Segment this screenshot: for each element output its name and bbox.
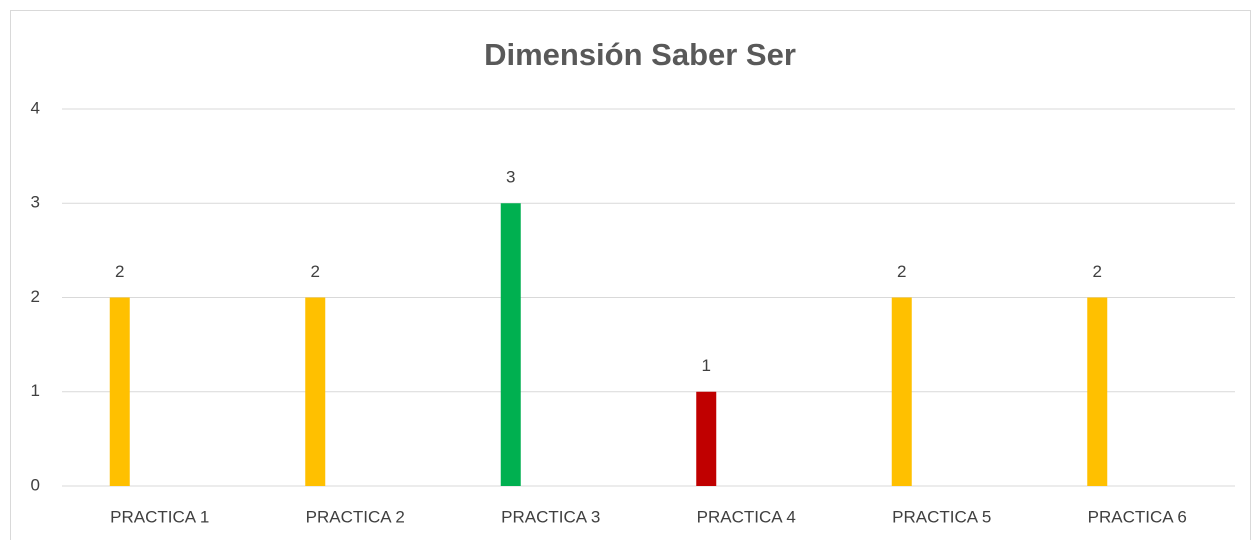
bar (696, 391, 717, 486)
data-label: 2 (1093, 262, 1102, 281)
bar (1087, 297, 1108, 486)
x-tick-label: PRACTICA 3 (501, 507, 600, 526)
y-tick-label: 2 (31, 287, 40, 306)
chart-title: Dimensión Saber Ser (484, 37, 796, 72)
bar (305, 297, 326, 486)
x-tick-label: PRACTICA 4 (697, 507, 796, 526)
bar (500, 203, 521, 486)
data-label: 2 (897, 262, 906, 281)
data-label: 2 (311, 262, 320, 281)
x-tick-label: PRACTICA 6 (1088, 507, 1187, 526)
x-tick-label: PRACTICA 5 (892, 507, 991, 526)
y-tick-label: 4 (31, 98, 40, 117)
y-tick-label: 1 (31, 381, 40, 400)
bar (109, 297, 130, 486)
chart-frame (10, 10, 1251, 540)
x-tick-label: PRACTICA 2 (306, 507, 405, 526)
data-label: 2 (115, 262, 124, 281)
data-label: 1 (702, 356, 711, 375)
x-tick-label: PRACTICA 1 (110, 507, 209, 526)
data-label: 3 (506, 168, 515, 187)
y-tick-label: 3 (31, 193, 40, 212)
y-tick-label: 0 (31, 475, 40, 494)
bar (891, 297, 912, 486)
